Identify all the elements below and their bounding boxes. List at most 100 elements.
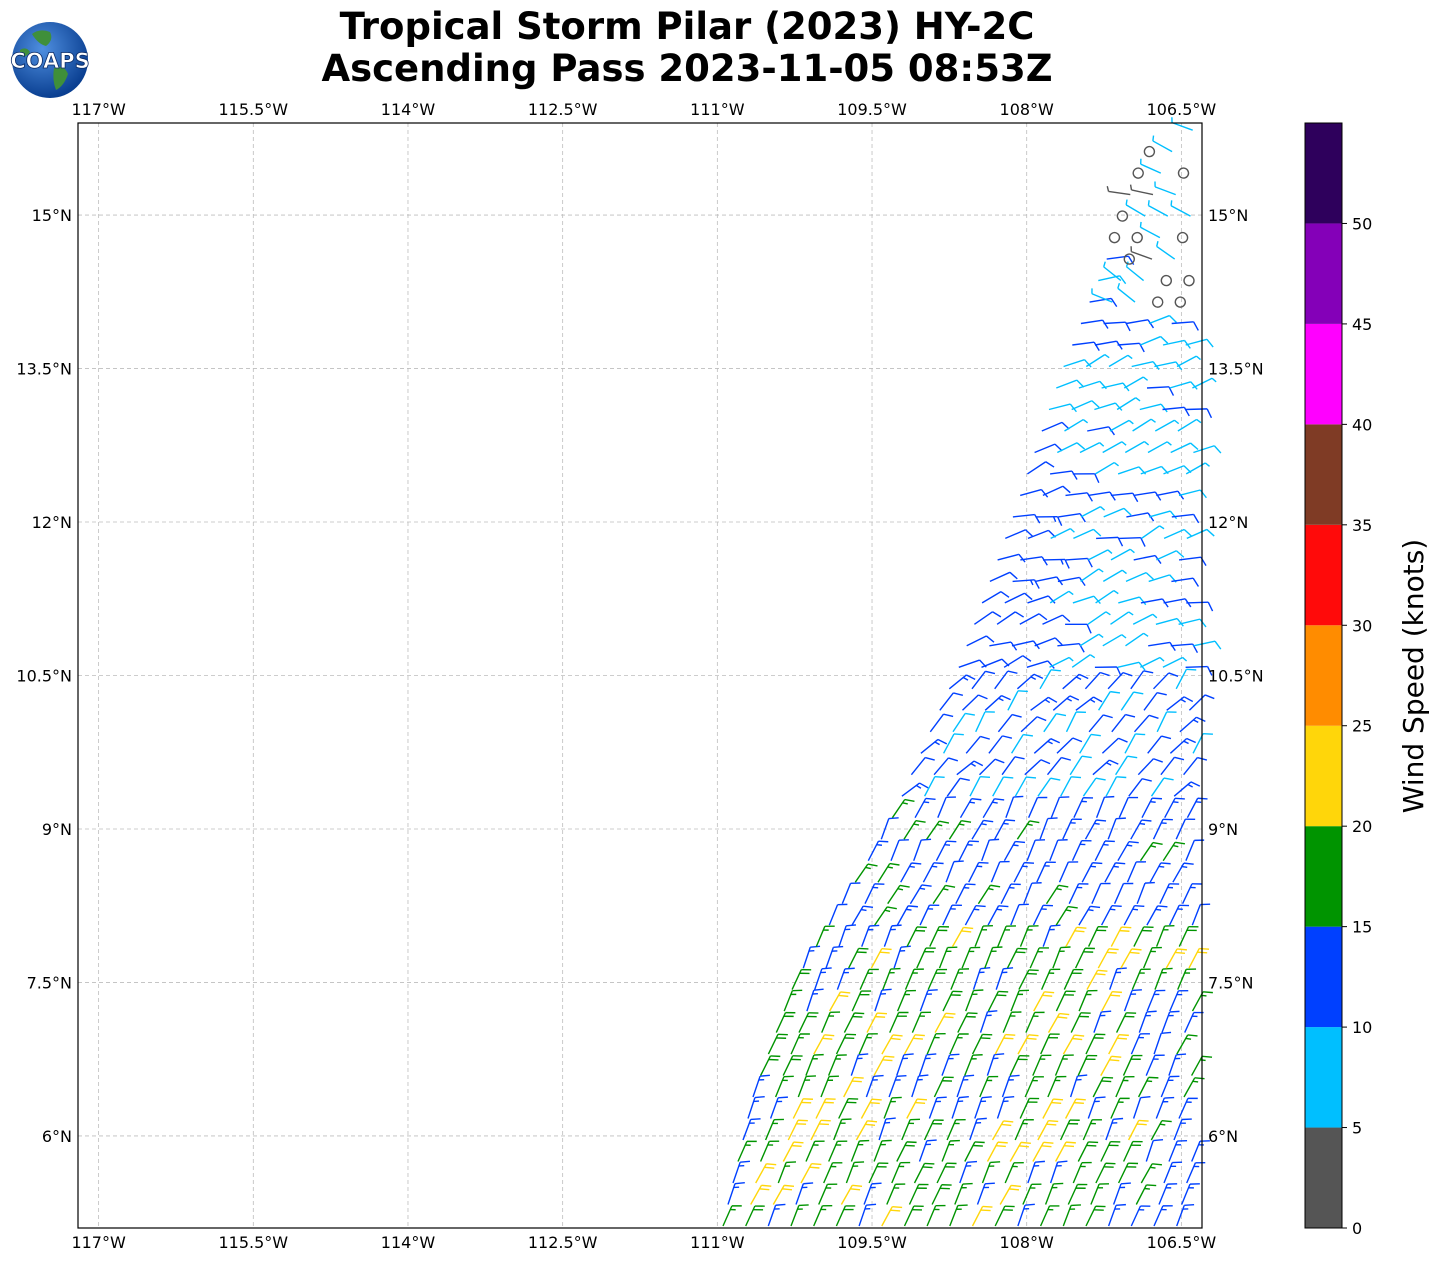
wind-barb	[986, 1053, 1005, 1076]
wind-barb	[982, 798, 1005, 819]
wind-barb	[974, 1096, 992, 1119]
wind-barb	[1042, 924, 1061, 947]
wind-barb	[1123, 376, 1149, 389]
wind-barb	[1085, 1205, 1106, 1227]
wind-barb	[1084, 819, 1107, 840]
wind-barb	[1140, 158, 1162, 174]
wind-barb	[941, 1053, 960, 1076]
wind-barb	[1140, 1163, 1163, 1184]
wind-barb	[828, 903, 848, 926]
wind-barb	[1145, 1054, 1165, 1076]
wind-barb	[984, 946, 1003, 969]
wind-barb	[954, 1182, 973, 1205]
lat-tick-label-right: 15°N	[1208, 206, 1248, 225]
wind-barb	[1141, 525, 1165, 539]
colorbar-tick-label: 10	[1352, 1018, 1372, 1037]
wind-barb	[1124, 440, 1150, 454]
colorbar-tick-label: 25	[1352, 717, 1372, 736]
wind-barb	[1054, 1141, 1076, 1162]
wind-barb	[942, 904, 962, 926]
wind-barb	[1032, 1054, 1052, 1076]
wind-barb	[1101, 990, 1123, 1012]
wind-barb	[883, 1096, 902, 1119]
lon-tick-label-top: 111°W	[690, 100, 745, 119]
wind-barb	[1056, 379, 1085, 389]
wind-barb	[1098, 690, 1121, 711]
wind-barb	[843, 1076, 864, 1098]
wind-barb	[1131, 231, 1143, 244]
wind-barb	[1020, 556, 1048, 566]
wind-barb	[1165, 948, 1187, 969]
wind-barb	[1042, 558, 1070, 569]
wind-barb	[926, 1032, 946, 1055]
wind-barb	[868, 1162, 889, 1184]
wind-barb	[805, 1053, 824, 1076]
wind-barb	[928, 1096, 947, 1119]
wind-barb	[1190, 1055, 1213, 1076]
wind-barb	[881, 1205, 903, 1227]
wind-barb	[1120, 948, 1142, 969]
wind-barb	[1087, 426, 1116, 436]
wind-barb	[1159, 883, 1180, 904]
colorbar-tick-label: 20	[1352, 817, 1372, 836]
wind-barb	[1177, 968, 1197, 990]
colorbar-tick-label: 50	[1352, 214, 1372, 233]
wind-barb	[961, 946, 981, 969]
wind-barb	[1016, 820, 1040, 840]
wind-barb	[1162, 841, 1186, 862]
wind-barb	[1032, 904, 1053, 926]
wind-barb	[1181, 1183, 1200, 1205]
wind-barb	[800, 1162, 822, 1184]
wind-barb	[867, 840, 889, 862]
wind-barb	[1125, 199, 1146, 217]
wind-barb	[994, 1205, 1015, 1227]
wind-barb	[1062, 1034, 1085, 1055]
wind-barb	[1027, 595, 1056, 604]
wind-barb	[942, 733, 964, 754]
wind-barb	[1004, 1162, 1024, 1184]
wind-barb	[1095, 795, 1115, 818]
wind-barb	[1107, 817, 1126, 840]
wind-barb	[1162, 656, 1188, 668]
wind-barb	[790, 1033, 810, 1055]
lon-tick-label-bottom: 114°W	[381, 1233, 436, 1252]
globe-icon	[12, 22, 88, 98]
lat-tick-label-right: 9°N	[1208, 820, 1238, 839]
colorbar-tick-label: 45	[1352, 315, 1372, 334]
wind-barb	[806, 988, 824, 1012]
wind-barb	[1090, 1183, 1110, 1205]
wind-barb	[1117, 840, 1139, 862]
wind-barb	[1152, 135, 1173, 153]
wind-barb	[874, 906, 897, 926]
wind-barb	[1169, 381, 1198, 390]
wind-barb	[1073, 797, 1094, 818]
wind-barb	[1176, 355, 1201, 368]
lon-tick-label-bottom: 117°W	[71, 1233, 126, 1252]
wind-barb	[927, 968, 948, 990]
wind-barb	[948, 674, 976, 690]
wind-barb	[877, 862, 900, 883]
lon-tick-label-top: 108°W	[1000, 100, 1055, 119]
wind-barb	[1130, 1033, 1150, 1055]
colorbar-bin	[1305, 424, 1342, 525]
wind-barb	[1160, 756, 1185, 776]
wind-barb	[1160, 1075, 1180, 1098]
wind-barb	[974, 611, 1002, 625]
calm-circle	[1131, 231, 1143, 244]
wind-barb	[1062, 673, 1089, 690]
wind-barb	[1079, 633, 1104, 647]
wind-barb	[1030, 696, 1058, 711]
wind-barb	[979, 1010, 998, 1033]
wind-barb	[840, 1184, 863, 1205]
wind-barb	[815, 925, 835, 947]
wind-barb	[1047, 1075, 1067, 1098]
wind-barb	[1068, 883, 1089, 904]
wind-barb	[1020, 716, 1047, 733]
wind-barb	[1156, 241, 1176, 260]
wind-barb	[858, 1203, 877, 1227]
wind-barb	[1164, 797, 1185, 819]
wind-barb	[835, 1205, 856, 1227]
wind-barb	[1037, 1119, 1059, 1141]
wind-barb	[823, 1162, 843, 1184]
colorbar-frame	[1304, 122, 1343, 1229]
